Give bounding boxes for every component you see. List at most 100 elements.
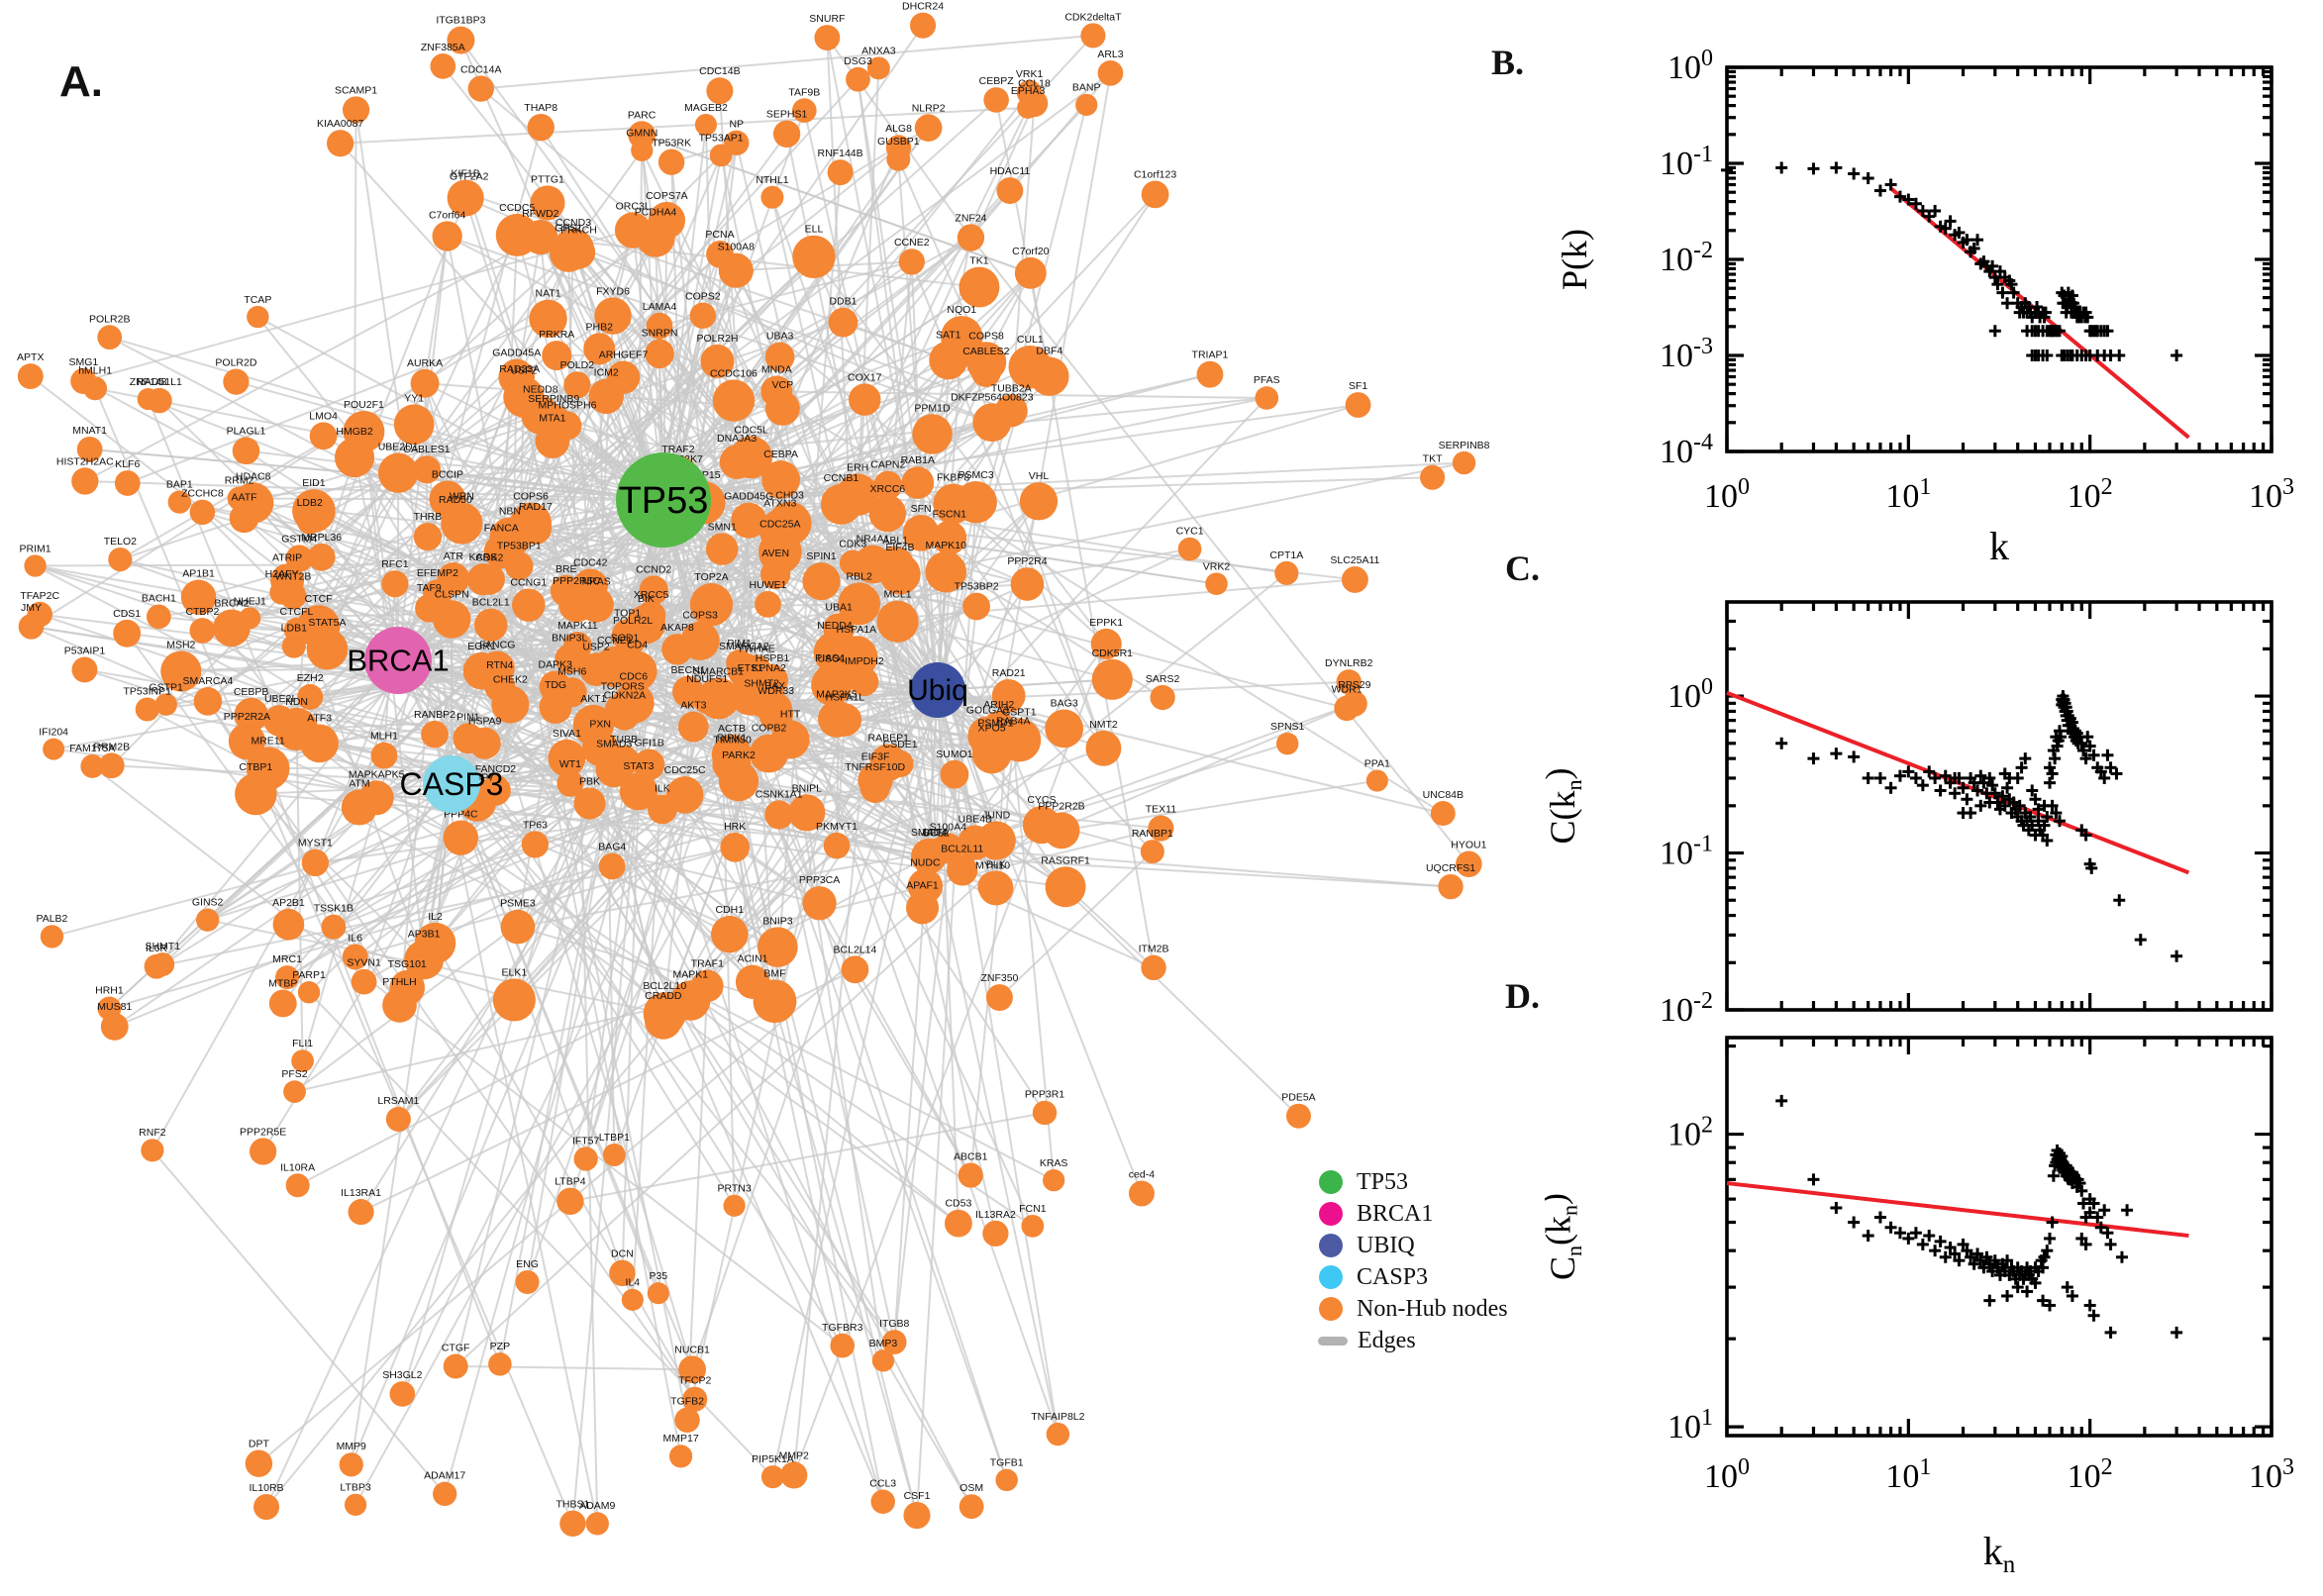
network-node-label: ITGB8: [879, 1318, 910, 1330]
network-node-label: SLC25A11: [1330, 554, 1379, 566]
x-tick-label: 101: [1885, 474, 1931, 515]
network-node: [828, 307, 858, 338]
network-edge: [662, 124, 707, 501]
network-node: [1141, 954, 1166, 981]
x-axis-label: k: [1989, 524, 2009, 568]
node-swatch-icon: [1319, 1265, 1343, 1289]
network-node: [301, 848, 330, 877]
network-node-label: PCDHA4: [635, 206, 677, 218]
network-node-label: IL13RA1: [341, 1187, 381, 1199]
hub-node-label-tp53: TP53: [619, 480, 709, 522]
network-node: [959, 1494, 984, 1520]
network-node: [1046, 1422, 1070, 1446]
network-node: [811, 664, 853, 706]
network-node: [1090, 628, 1122, 660]
network-edge: [937, 689, 1444, 815]
network-node: [43, 738, 65, 760]
network-node-label: HYOU1: [1451, 839, 1486, 850]
network-node: [772, 120, 801, 148]
network-node-label: NUDC: [910, 856, 941, 868]
network-node-label: CYCS: [1027, 794, 1056, 806]
network-node-label: KIAA0087: [317, 118, 363, 130]
network-node-label: CSF1: [904, 1490, 931, 1502]
network-node: [677, 711, 709, 743]
network-node-label: SHMT1: [145, 941, 180, 952]
network-node-label: SH3GL2: [382, 1369, 422, 1381]
network-node: [770, 720, 810, 759]
network-node: [160, 650, 202, 692]
network-node: [628, 121, 656, 150]
network-edge: [716, 255, 815, 362]
network-node-label: CDC14B: [699, 65, 740, 77]
network-node-label: CCNE1: [597, 635, 633, 647]
network-node: [17, 363, 44, 390]
x-tick-label: 103: [2249, 474, 2294, 515]
network-node-label: PPP3R1: [1025, 1089, 1064, 1101]
network-edge: [952, 193, 1157, 505]
network-node-label: MSH2: [166, 639, 195, 650]
network-node: [272, 908, 305, 941]
network-node: [421, 720, 449, 748]
network-node-label: LTBP3: [340, 1482, 370, 1494]
network-node-label: CSNK1A1: [756, 788, 803, 800]
network-node-label: CDH1: [715, 904, 744, 916]
network-node: [24, 554, 47, 577]
y-tick-label: 102: [1667, 1112, 1713, 1152]
network-edge: [480, 34, 1094, 90]
network-node: [689, 583, 734, 627]
network-node: [321, 914, 347, 940]
network-node-label: RTN4: [486, 659, 513, 671]
network-node-label: RAD17: [519, 501, 553, 513]
network-node-label: MRC1: [272, 953, 302, 965]
panel-label-d: D.: [1505, 976, 1540, 1016]
network-edge: [773, 503, 955, 1002]
network-node-label: TRIAP1: [1192, 349, 1229, 361]
network-edge: [857, 102, 1036, 496]
network-node: [1043, 1169, 1065, 1192]
network-node-label: ADAM17: [424, 1470, 465, 1482]
network-node-label: CDS1: [113, 608, 141, 620]
network-node-label: CDK5R1: [1092, 648, 1134, 659]
network-node: [285, 545, 314, 572]
node-swatch-icon: [1319, 1170, 1343, 1194]
network-node: [760, 558, 791, 590]
network-node-label: VCP: [772, 379, 794, 391]
network-node-label: CDC25A: [759, 518, 800, 530]
network-node-label: NUCB1: [674, 1344, 710, 1355]
network-node-label: COPS7A: [646, 190, 688, 202]
network-node-label: SUMO1: [936, 748, 973, 760]
network-node: [994, 394, 1028, 428]
network-node-label: SMARCA4: [183, 675, 234, 687]
network-node-label: CDC25C: [664, 764, 706, 776]
network-node-label: BCL2L10: [643, 980, 686, 992]
network-edge: [207, 802, 590, 922]
network-node-label: TOPORS: [601, 681, 645, 693]
network-node: [542, 341, 572, 371]
y-axis-label: C(kn): [1545, 768, 1586, 845]
network-node-label: TOP1: [614, 607, 641, 619]
network-node-label: BAX: [764, 680, 785, 692]
network-node: [71, 467, 99, 495]
network-node-label: WT1: [559, 758, 581, 770]
network-node-label: GINS2: [192, 897, 224, 909]
network-node-label: S100A4: [930, 821, 967, 833]
network-node: [1336, 669, 1362, 695]
x-axis-label: kn: [1983, 1529, 2016, 1578]
network-edge: [789, 548, 1191, 741]
network-node-label: TNFAIP8L2: [1031, 1411, 1084, 1423]
network-node: [80, 754, 105, 778]
network-edge: [689, 779, 876, 1002]
network-node-label: MSH6: [557, 665, 586, 677]
network-node-label: CHEK2: [493, 673, 528, 685]
network-node-label: RAB4A: [996, 715, 1030, 727]
network-node-label: BAG4: [598, 842, 626, 853]
network-node: [723, 1194, 746, 1217]
network-node: [764, 342, 795, 372]
network-node: [644, 1001, 682, 1040]
network-node: [619, 772, 658, 811]
network-node: [527, 113, 555, 142]
network-node: [932, 520, 967, 555]
network-node: [1140, 840, 1164, 864]
network-node: [911, 838, 947, 874]
